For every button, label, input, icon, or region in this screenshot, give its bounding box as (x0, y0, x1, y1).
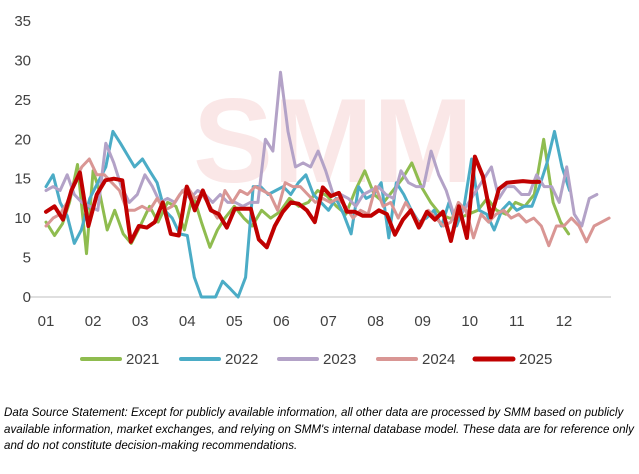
x-tick-label: 10 (461, 313, 478, 330)
legend-label: 2024 (422, 351, 455, 368)
series-line-2024 (44, 157, 611, 248)
x-tick-label: 09 (414, 313, 431, 330)
legend-label: 2021 (126, 351, 159, 368)
x-tick-label: 05 (226, 313, 243, 330)
x-tick-label: 07 (320, 313, 337, 330)
x-tick-label: 12 (556, 313, 573, 330)
legend-item-2025: 2025 (472, 351, 552, 368)
y-tick-label: 5 (23, 250, 31, 267)
series-line-2025 (44, 154, 541, 250)
legend-label: 2023 (323, 351, 356, 368)
legend: 2021 2022 2023 2024 2025 (80, 351, 552, 368)
y-tick-label: 10 (14, 210, 31, 227)
y-tick-label: 25 (14, 92, 31, 109)
x-tick-label: 04 (179, 313, 196, 330)
y-tick-label: 15 (14, 171, 31, 188)
y-tick-label: 20 (14, 131, 31, 148)
x-tick-label: 11 (509, 313, 525, 330)
series-line-2022 (44, 129, 572, 299)
series-lines (44, 70, 611, 299)
y-tick-label: 0 (23, 289, 31, 306)
legend-label: 2022 (225, 351, 258, 368)
x-tick-label: 06 (273, 313, 290, 330)
x-tick-label: 02 (85, 313, 102, 330)
legend-label: 2025 (519, 351, 552, 368)
y-tick-label: 30 (14, 52, 31, 69)
series-line-2023 (44, 70, 599, 228)
data-source-statement: Data Source Statement: Except for public… (4, 406, 634, 452)
y-tick-label: 35 (14, 13, 31, 30)
x-tick-label: 08 (367, 313, 384, 330)
x-tick-label: 03 (132, 313, 149, 330)
x-tick-label: 01 (38, 313, 55, 330)
legend-item-2022: 2022 (179, 351, 258, 368)
legend-item-2021: 2021 (80, 351, 159, 368)
legend-item-2024: 2024 (376, 351, 455, 368)
legend-item-2023: 2023 (277, 351, 356, 368)
